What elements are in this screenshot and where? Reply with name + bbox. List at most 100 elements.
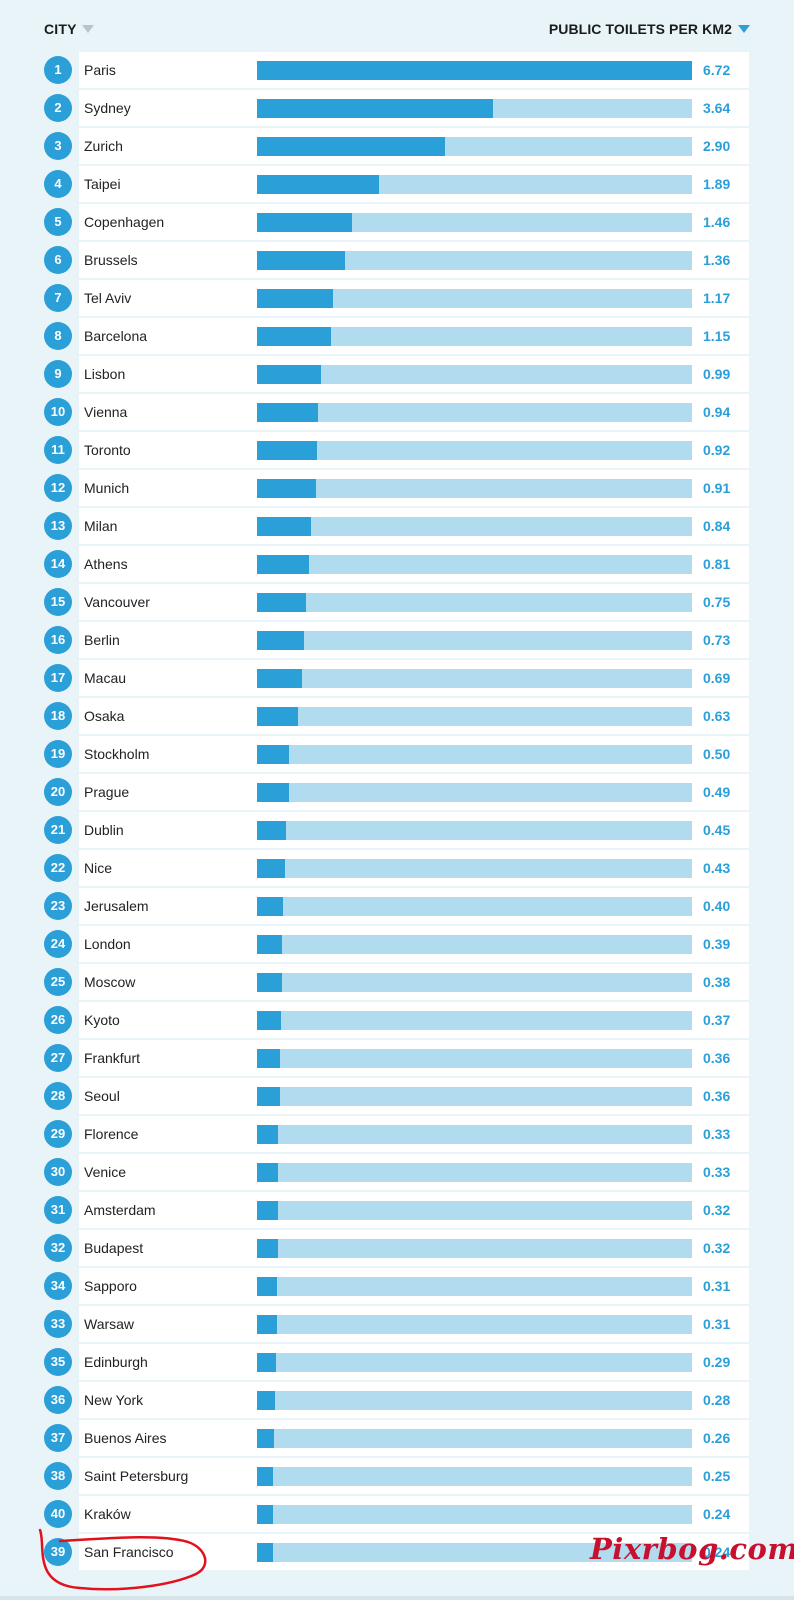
table-row[interactable]: 30 Venice 0.33 bbox=[0, 1154, 794, 1190]
row-card: Copenhagen 1.46 bbox=[79, 204, 749, 240]
row-card: Amsterdam 0.32 bbox=[79, 1192, 749, 1228]
bar bbox=[257, 479, 316, 498]
table-row[interactable]: 6 Brussels 1.36 bbox=[0, 242, 794, 278]
bar bbox=[257, 859, 285, 878]
rank-badge: 17 bbox=[44, 664, 72, 692]
city-column-header[interactable]: CITY bbox=[44, 21, 77, 37]
rank-badge: 18 bbox=[44, 702, 72, 730]
value-label: 0.26 bbox=[703, 1430, 731, 1446]
table-row[interactable]: 34 Sapporo 0.31 bbox=[0, 1268, 794, 1304]
row-card: Dublin 0.45 bbox=[79, 812, 749, 848]
metric-column-header[interactable]: PUBLIC TOILETS PER KM2 bbox=[548, 21, 732, 37]
sort-descending-icon[interactable] bbox=[738, 25, 750, 33]
table-row[interactable]: 2 Sydney 3.64 bbox=[0, 90, 794, 126]
table-row[interactable]: 35 Edinburgh 0.29 bbox=[0, 1344, 794, 1380]
table-row[interactable]: 9 Lisbon 0.99 bbox=[0, 356, 794, 392]
city-label: Seoul bbox=[84, 1088, 120, 1104]
value-label: 0.36 bbox=[703, 1088, 731, 1104]
value-label: 0.99 bbox=[703, 366, 731, 382]
table-row[interactable]: 4 Taipei 1.89 bbox=[0, 166, 794, 202]
city-label: Nice bbox=[84, 860, 113, 876]
table-row[interactable]: 38 Saint Petersburg 0.25 bbox=[0, 1458, 794, 1494]
table-row[interactable]: 15 Vancouver 0.75 bbox=[0, 584, 794, 620]
table-row[interactable]: 33 Warsaw 0.31 bbox=[0, 1306, 794, 1342]
table-row[interactable]: 36 New York 0.28 bbox=[0, 1382, 794, 1418]
rank-badge: 28 bbox=[44, 1082, 72, 1110]
city-label: Toronto bbox=[84, 442, 131, 458]
table-row[interactable]: 14 Athens 0.81 bbox=[0, 546, 794, 582]
city-label: New York bbox=[84, 1392, 144, 1408]
table-row[interactable]: 20 Prague 0.49 bbox=[0, 774, 794, 810]
row-card: Munich 0.91 bbox=[79, 470, 749, 506]
table-row[interactable]: 18 Osaka 0.63 bbox=[0, 698, 794, 734]
table-row[interactable]: 11 Toronto 0.92 bbox=[0, 432, 794, 468]
bar bbox=[257, 1239, 278, 1258]
bar-track bbox=[257, 1467, 692, 1486]
table-row[interactable]: 5 Copenhagen 1.46 bbox=[0, 204, 794, 240]
table-row[interactable]: 28 Seoul 0.36 bbox=[0, 1078, 794, 1114]
table-row[interactable]: 17 Macau 0.69 bbox=[0, 660, 794, 696]
row-card: Milan 0.84 bbox=[79, 508, 749, 544]
city-label: London bbox=[84, 936, 131, 952]
table-row[interactable]: 29 Florence 0.33 bbox=[0, 1116, 794, 1152]
table-row[interactable]: 31 Amsterdam 0.32 bbox=[0, 1192, 794, 1228]
bar bbox=[257, 1353, 276, 1372]
table-row[interactable]: 7 Tel Aviv 1.17 bbox=[0, 280, 794, 316]
table-row[interactable]: 37 Buenos Aires 0.26 bbox=[0, 1420, 794, 1456]
row-card: Stockholm 0.50 bbox=[79, 736, 749, 772]
table-row[interactable]: 12 Munich 0.91 bbox=[0, 470, 794, 506]
rank-badge: 38 bbox=[44, 1462, 72, 1490]
bar bbox=[257, 403, 318, 422]
table-row[interactable]: 25 Moscow 0.38 bbox=[0, 964, 794, 1000]
bar bbox=[257, 1277, 277, 1296]
value-label: 0.31 bbox=[703, 1278, 731, 1294]
bar bbox=[257, 593, 306, 612]
bar-track bbox=[257, 1429, 692, 1448]
city-label: Dublin bbox=[84, 822, 124, 838]
bar bbox=[257, 441, 317, 460]
bar bbox=[257, 555, 309, 574]
bar-track bbox=[257, 707, 692, 726]
table-row[interactable]: 19 Stockholm 0.50 bbox=[0, 736, 794, 772]
value-label: 0.29 bbox=[703, 1354, 731, 1370]
row-card: Vienna 0.94 bbox=[79, 394, 749, 430]
bar bbox=[257, 289, 333, 308]
rank-badge: 14 bbox=[44, 550, 72, 578]
value-label: 0.38 bbox=[703, 974, 731, 990]
table-row[interactable]: 10 Vienna 0.94 bbox=[0, 394, 794, 430]
bar-track bbox=[257, 783, 692, 802]
table-row[interactable]: 24 London 0.39 bbox=[0, 926, 794, 962]
bar bbox=[257, 783, 289, 802]
value-label: 0.32 bbox=[703, 1240, 731, 1256]
rank-badge: 24 bbox=[44, 930, 72, 958]
bar-track bbox=[257, 555, 692, 574]
table-row[interactable]: 21 Dublin 0.45 bbox=[0, 812, 794, 848]
table-row[interactable]: 16 Berlin 0.73 bbox=[0, 622, 794, 658]
bar bbox=[257, 631, 304, 650]
table-row[interactable]: 32 Budapest 0.32 bbox=[0, 1230, 794, 1266]
table-row[interactable]: 8 Barcelona 1.15 bbox=[0, 318, 794, 354]
value-label: 0.69 bbox=[703, 670, 731, 686]
city-label: San Francisco bbox=[84, 1544, 174, 1560]
bar-track bbox=[257, 441, 692, 460]
value-label: 0.33 bbox=[703, 1126, 731, 1142]
sort-arrow-icon[interactable] bbox=[82, 25, 94, 33]
table-row[interactable]: 3 Zurich 2.90 bbox=[0, 128, 794, 164]
row-card: Edinburgh 0.29 bbox=[79, 1344, 749, 1380]
bar bbox=[257, 251, 345, 270]
table-row[interactable]: 23 Jerusalem 0.40 bbox=[0, 888, 794, 924]
table-row[interactable]: 40 Kraków 0.24 bbox=[0, 1496, 794, 1532]
bar bbox=[257, 1391, 275, 1410]
value-label: 2.90 bbox=[703, 138, 731, 154]
value-label: 0.28 bbox=[703, 1392, 731, 1408]
table-row[interactable]: 13 Milan 0.84 bbox=[0, 508, 794, 544]
bar bbox=[257, 821, 286, 840]
bar bbox=[257, 61, 692, 80]
table-row[interactable]: 27 Frankfurt 0.36 bbox=[0, 1040, 794, 1076]
table-row[interactable]: 26 Kyoto 0.37 bbox=[0, 1002, 794, 1038]
bar-track bbox=[257, 1011, 692, 1030]
value-label: 0.45 bbox=[703, 822, 731, 838]
table-row[interactable]: 22 Nice 0.43 bbox=[0, 850, 794, 886]
table-row[interactable]: 1 Paris 6.72 bbox=[0, 52, 794, 88]
